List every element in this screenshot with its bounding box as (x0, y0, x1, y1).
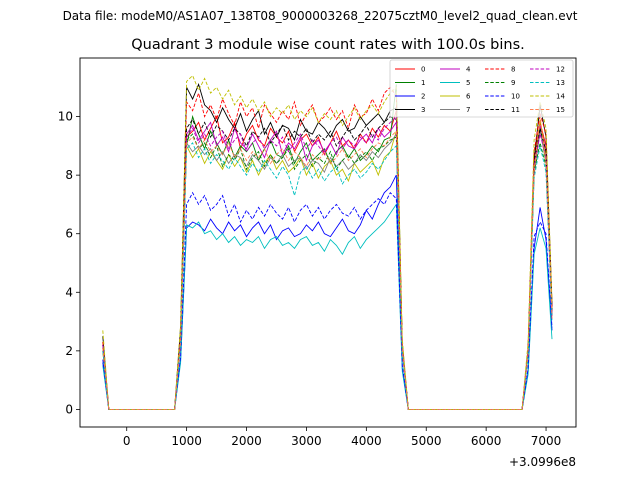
y-axis: 0 2 4 6 8 10 (58, 110, 80, 416)
y-tick-label: 4 (65, 285, 73, 299)
x-tick-label: 7000 (531, 434, 562, 448)
y-tick-label: 2 (65, 344, 73, 358)
y-tick-label: 6 (65, 227, 73, 241)
figure-suptitle: Data file: modeM0/AS1A07_138T08_90000032… (63, 9, 578, 23)
legend-box (389, 59, 574, 118)
legend-label-8: 8 (511, 66, 515, 74)
legend-label-7: 7 (466, 106, 470, 114)
x-tick-label: 3000 (291, 434, 322, 448)
plot-lines (102, 74, 553, 410)
axes-frame (79, 57, 577, 428)
y-tick-label: 0 (65, 402, 73, 416)
x-tick-label: 6000 (471, 434, 502, 448)
series-line-15 (102, 116, 553, 410)
legend-label-3: 3 (421, 106, 425, 114)
legend-label-9: 9 (511, 79, 515, 87)
x-tick-label: 2000 (231, 434, 262, 448)
legend-label-10: 10 (511, 93, 520, 101)
legend-label-5: 5 (466, 79, 470, 87)
legend-label-15: 15 (556, 106, 565, 114)
x-axis: 0 1000 2000 3000 4000 5000 6000 7000 (123, 427, 561, 448)
chart-title: Quadrant 3 module wise count rates with … (131, 37, 525, 53)
legend-label-1: 1 (421, 79, 425, 87)
x-tick-label: 5000 (411, 434, 442, 448)
x-tick-label: 4000 (351, 434, 382, 448)
legend-label-11: 11 (511, 106, 520, 114)
x-tick-label: 1000 (171, 434, 202, 448)
x-offset-text: +3.0996e8 (509, 455, 576, 469)
legend-label-12: 12 (556, 66, 565, 74)
y-tick-label: 10 (58, 110, 73, 124)
legend-label-14: 14 (556, 93, 565, 101)
legend-label-2: 2 (421, 93, 425, 101)
legend-label-4: 4 (466, 66, 471, 74)
legend-label-13: 13 (556, 79, 565, 87)
y-tick-label: 8 (65, 168, 73, 182)
legend-label-0: 0 (421, 66, 425, 74)
x-tick-label: 0 (123, 434, 131, 448)
legend-label-6: 6 (466, 93, 471, 101)
